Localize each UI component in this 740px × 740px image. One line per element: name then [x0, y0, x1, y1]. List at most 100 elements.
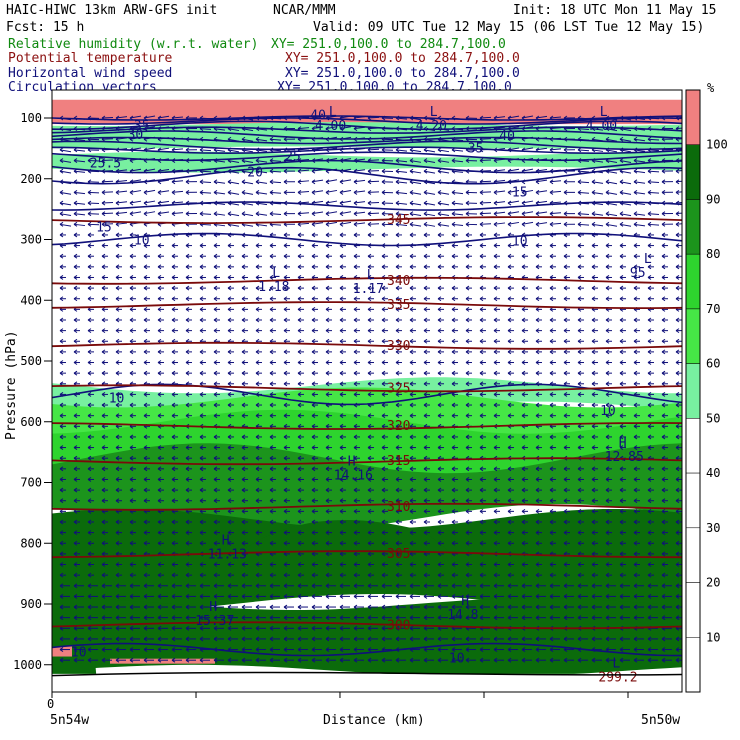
circulation-vector	[605, 317, 610, 323]
circulation-vector	[129, 200, 142, 204]
circulation-vector	[325, 179, 338, 183]
circulation-vector	[437, 530, 442, 536]
circulation-vector	[199, 223, 212, 226]
circulation-vector	[591, 223, 604, 227]
circulation-vector	[381, 264, 386, 270]
circulation-vector	[521, 115, 534, 119]
circulation-vector	[521, 593, 526, 599]
circulation-vector	[647, 191, 660, 194]
circulation-vector	[157, 455, 162, 461]
circulation-vector	[129, 540, 134, 546]
circulation-vector	[381, 540, 386, 546]
circulation-vector	[521, 434, 526, 440]
circulation-vector	[171, 445, 176, 450]
colorbar-tick-label: 30	[706, 521, 720, 535]
circulation-vector	[241, 498, 246, 504]
circulation-vector	[395, 508, 400, 514]
circulation-vector	[535, 190, 540, 195]
circulation-vector	[619, 445, 624, 450]
circulation-vector	[591, 285, 596, 291]
circulation-vector	[591, 466, 596, 472]
circulation-vector	[269, 583, 274, 589]
circulation-vector	[199, 253, 204, 259]
circulation-vector	[311, 519, 316, 525]
circulation-vector	[241, 190, 246, 195]
circulation-vector	[283, 381, 288, 387]
wind-speed-contour	[52, 166, 682, 185]
circulation-vector	[479, 138, 492, 140]
circulation-vector	[157, 466, 162, 472]
circulation-vector	[185, 179, 190, 185]
circulation-vector	[269, 317, 274, 323]
circulation-vector	[325, 519, 330, 525]
circulation-vector	[675, 445, 680, 450]
circulation-vector	[437, 285, 442, 291]
circulation-vector	[353, 498, 358, 504]
circulation-vector	[395, 625, 400, 631]
circulation-vector	[633, 158, 638, 163]
colorbar-bin	[685, 89, 701, 145]
circulation-vector	[129, 211, 134, 217]
circulation-vector	[367, 360, 372, 365]
circulation-vector	[297, 296, 302, 302]
circulation-vector	[171, 530, 176, 536]
circulation-vector	[297, 243, 302, 248]
circulation-vector	[605, 657, 610, 663]
circulation-vector	[619, 572, 624, 578]
circulation-vector	[451, 200, 456, 206]
circulation-vector	[297, 349, 302, 355]
circulation-vector	[549, 413, 554, 419]
circulation-vector	[73, 232, 78, 238]
circulation-vector	[605, 338, 610, 344]
circulation-vector	[437, 381, 442, 387]
circulation-vector	[437, 232, 442, 238]
circulation-vector	[339, 519, 344, 525]
circulation-vector	[423, 211, 428, 217]
circulation-vector	[381, 306, 386, 312]
circulation-vector	[87, 243, 92, 248]
circulation-vector	[395, 604, 400, 610]
circulation-vector	[213, 413, 218, 419]
circulation-vector	[367, 159, 380, 162]
circulation-vector	[605, 540, 610, 546]
circulation-vector	[157, 190, 170, 193]
circulation-vector	[73, 445, 78, 450]
circulation-vector	[633, 328, 638, 334]
circulation-vector	[493, 317, 498, 323]
circulation-vector	[353, 615, 358, 621]
circulation-vector	[619, 360, 624, 365]
circulation-vector	[185, 349, 190, 355]
circulation-vector	[353, 647, 358, 652]
wind-speed-contours-layer	[52, 115, 682, 657]
circulation-vector	[549, 221, 554, 227]
circulation-vector	[87, 445, 92, 450]
circulation-vector	[199, 306, 204, 312]
circulation-vector	[479, 306, 484, 312]
circulation-vector	[129, 317, 134, 323]
circulation-vector	[479, 200, 484, 206]
circulation-vector	[129, 572, 134, 578]
circulation-vector	[493, 647, 498, 652]
circulation-vector	[283, 434, 288, 440]
circulation-vector	[311, 593, 316, 599]
circulation-vector	[255, 487, 260, 493]
circulation-vector	[311, 168, 316, 174]
circulation-vector	[129, 190, 134, 195]
circulation-vector	[367, 170, 380, 172]
circulation-vector	[535, 179, 548, 183]
circulation-vector	[283, 413, 288, 419]
circulation-vector	[87, 593, 92, 599]
circulation-vector	[647, 572, 652, 578]
circulation-vector	[535, 657, 540, 663]
circulation-vector	[619, 498, 624, 504]
circulation-vector	[227, 604, 232, 610]
circulation-vector	[171, 275, 176, 280]
circulation-vector	[367, 519, 372, 525]
circulation-vector	[115, 264, 120, 270]
y-tick-label: 500	[20, 354, 42, 368]
circulation-vector	[549, 583, 554, 589]
circulation-vector	[493, 583, 498, 589]
circulation-vector	[521, 583, 526, 589]
circulation-vector	[549, 604, 554, 610]
circulation-vector	[549, 328, 554, 334]
